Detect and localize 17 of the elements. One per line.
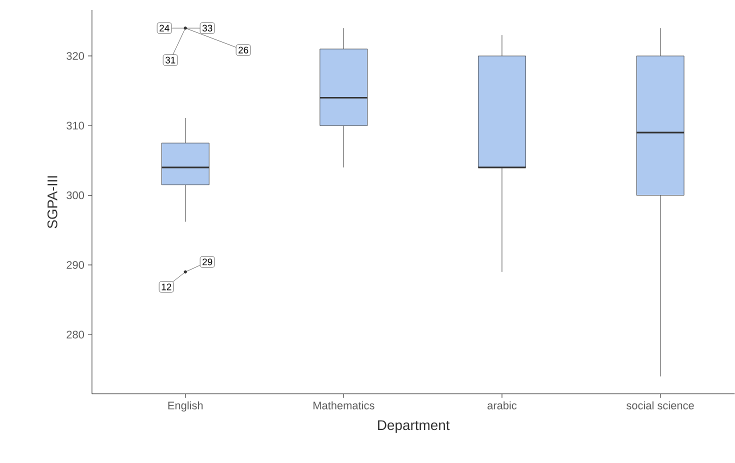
- y-axis-title: SGPA-III: [47, 176, 58, 228]
- annotation: 33: [202, 24, 212, 32]
- y-tick-label: 320: [66, 52, 84, 60]
- x-tick-label: arabic: [488, 401, 517, 410]
- annotation: 24: [160, 24, 170, 32]
- y-tick-label: 300: [66, 192, 84, 200]
- annotation: 31: [165, 56, 176, 64]
- x-tick-label: Mathematics: [314, 401, 374, 410]
- x-axis-title: Department: [378, 420, 450, 433]
- annotation: 26: [238, 46, 248, 54]
- annotation: 12: [162, 284, 172, 290]
- y-tick-label: 310: [66, 122, 84, 130]
- y-tick-label: 290: [66, 261, 84, 269]
- x-tick-label: social science: [626, 401, 694, 410]
- y-tick-label: 280: [66, 330, 84, 339]
- annotation: 29: [202, 258, 212, 266]
- x-tick-label: English: [168, 401, 203, 412]
